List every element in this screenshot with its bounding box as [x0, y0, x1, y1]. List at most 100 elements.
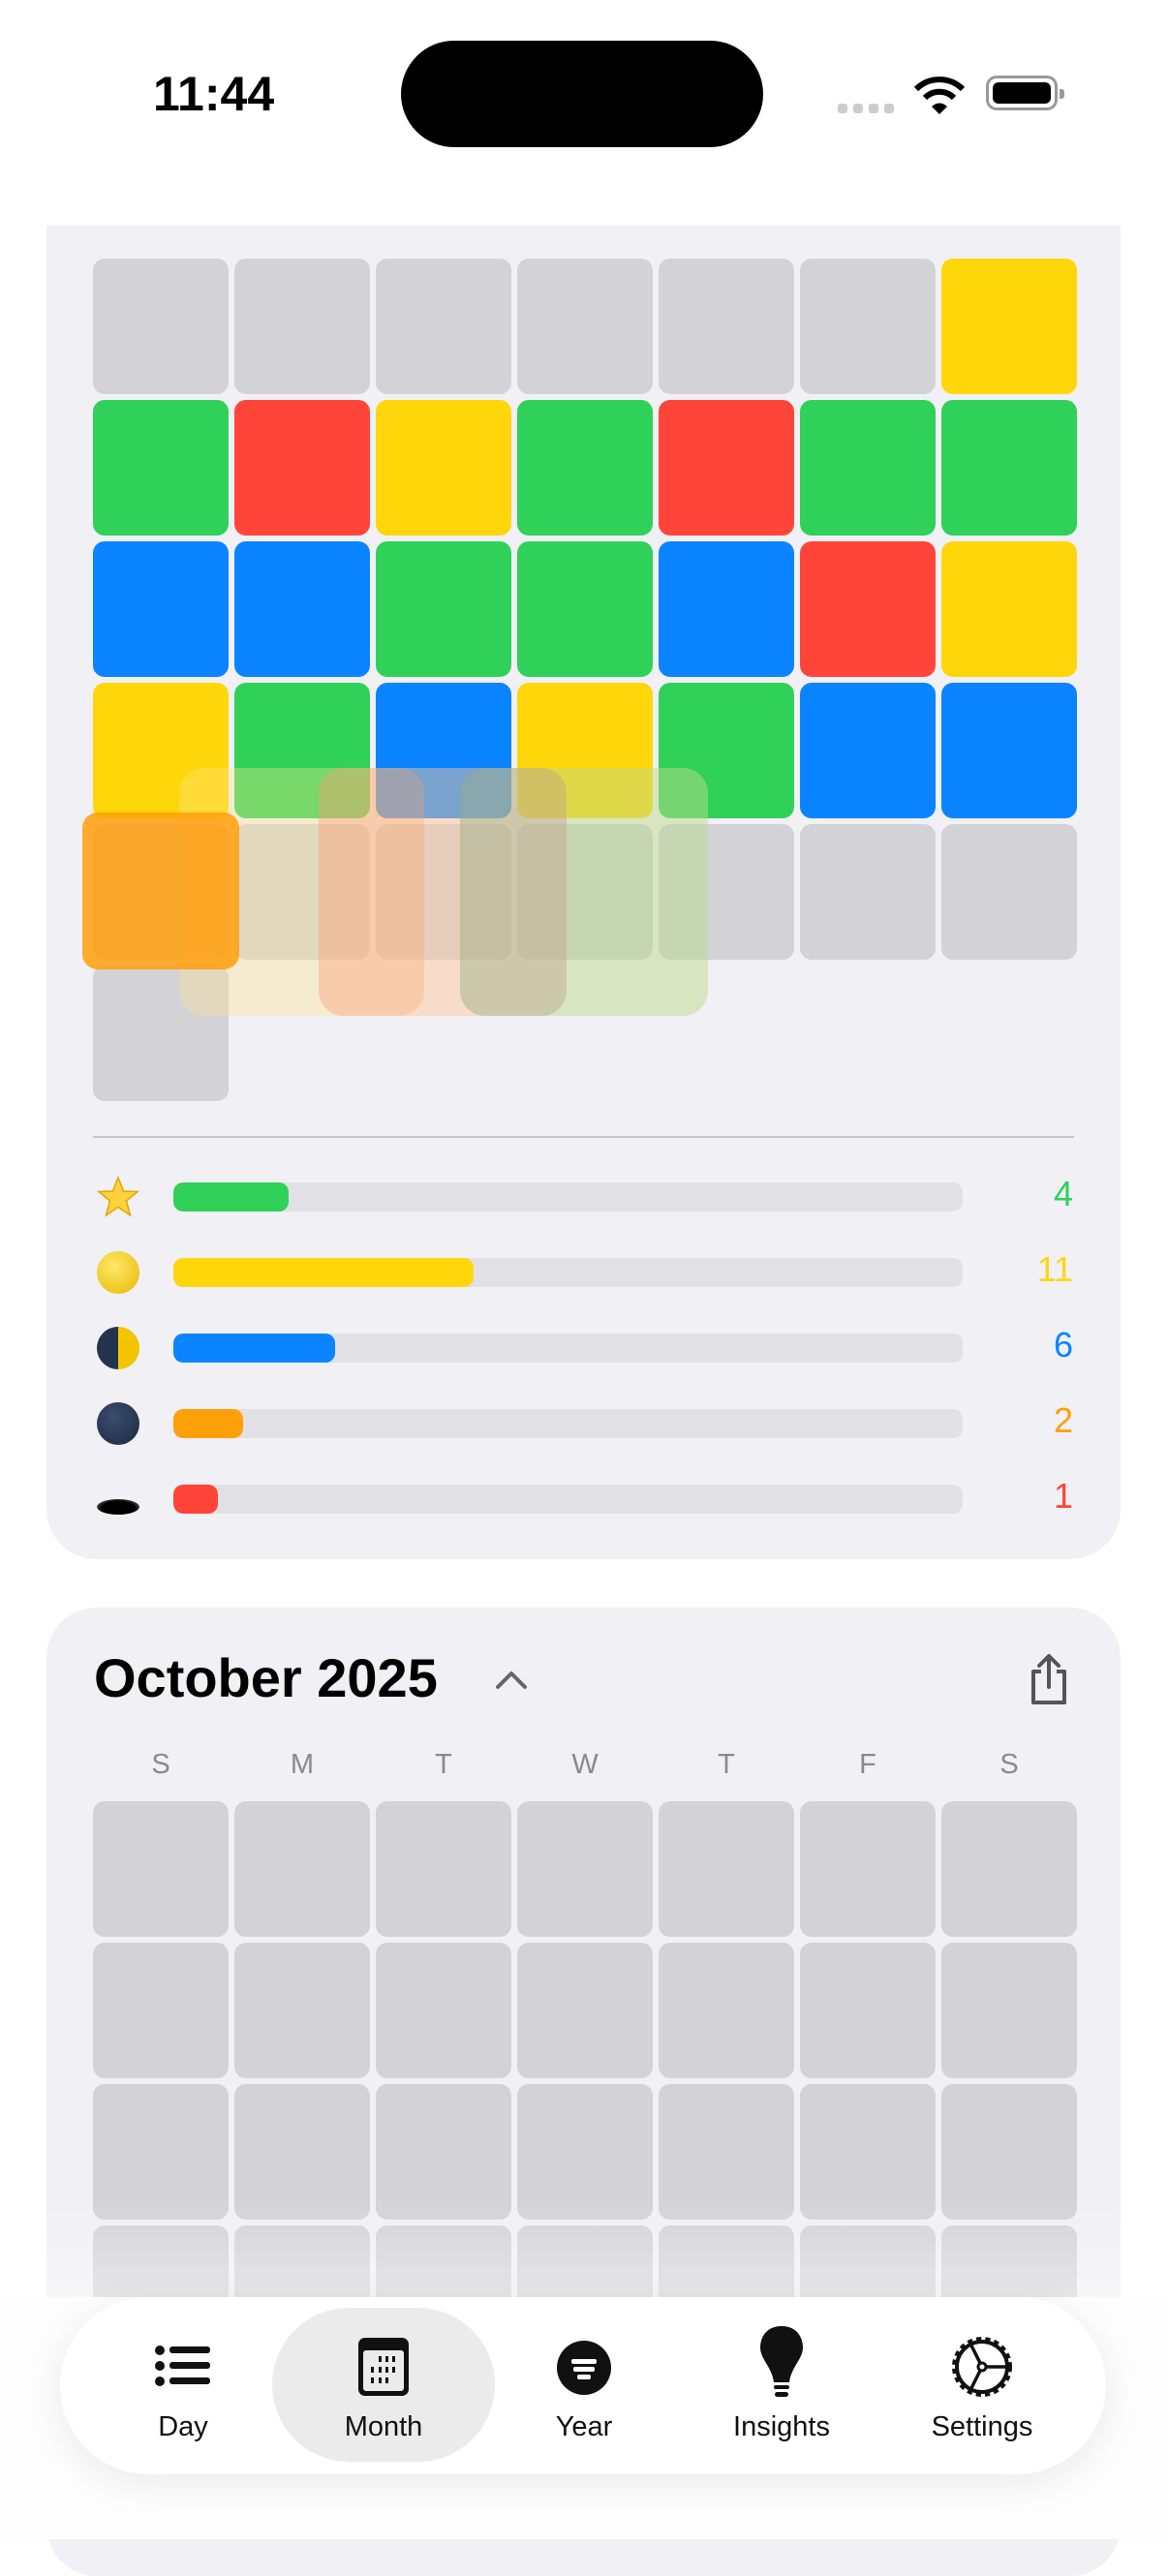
tab-label: Day [158, 2411, 208, 2442]
battery-full-icon [986, 76, 1064, 110]
day-cell[interactable] [800, 2084, 936, 2220]
day-cell[interactable] [376, 2084, 511, 2220]
stat-bar-track [173, 1409, 963, 1438]
day-cell[interactable] [659, 824, 794, 960]
day-cell[interactable] [517, 1943, 653, 2078]
day-cell[interactable] [376, 259, 511, 394]
tab-label: Month [344, 2411, 423, 2442]
day-cell[interactable] [659, 2084, 794, 2220]
day-cell[interactable] [234, 1801, 370, 1937]
day-cell[interactable] [376, 683, 511, 818]
day-cell[interactable] [234, 683, 370, 818]
day-cell[interactable] [941, 1801, 1077, 1937]
day-cell[interactable] [234, 541, 370, 677]
day-cell[interactable] [659, 683, 794, 818]
day-cell[interactable] [941, 2084, 1077, 2220]
day-cell[interactable] [93, 400, 229, 536]
day-cell[interactable] [376, 1801, 511, 1937]
status-bar: 11:44 [0, 0, 1168, 226]
day-cell[interactable] [376, 824, 511, 960]
day-cell[interactable] [659, 400, 794, 536]
day-cell[interactable] [93, 1801, 229, 1937]
stat-count: 1 [1053, 1476, 1073, 1516]
day-cell[interactable] [93, 966, 229, 1101]
star-icon [96, 1175, 140, 1218]
day-cell[interactable] [517, 824, 653, 960]
day-cell[interactable] [234, 259, 370, 394]
day-cell[interactable] [376, 1943, 511, 2078]
day-cell[interactable] [234, 2084, 370, 2220]
day-cell[interactable] [517, 541, 653, 677]
weekday-label: W [571, 1749, 599, 1780]
status-time: 11:44 [153, 67, 275, 121]
day-cell[interactable] [941, 683, 1077, 818]
day-cell[interactable] [517, 683, 653, 818]
day-cell[interactable] [800, 1943, 936, 2078]
day-cell[interactable] [93, 2084, 229, 2220]
day-cell[interactable] [234, 400, 370, 536]
weekday-label: F [859, 1749, 876, 1780]
stat-row: 11 [93, 1243, 1073, 1302]
dragged-tile[interactable] [82, 813, 239, 969]
day-cell[interactable] [941, 400, 1077, 536]
stat-row: 1 [93, 1470, 1073, 1528]
weekday-label: S [151, 1749, 170, 1780]
wifi-icon [913, 76, 966, 119]
new-moon-icon [97, 1402, 139, 1445]
tab-day[interactable]: Day [86, 2297, 280, 2474]
day-cell[interactable] [517, 1801, 653, 1937]
day-cell[interactable] [517, 400, 653, 536]
tab-label: Settings [931, 2411, 1033, 2442]
day-cell[interactable] [941, 541, 1077, 677]
day-cell[interactable] [659, 1943, 794, 2078]
day-cell[interactable] [93, 259, 229, 394]
tab-label: Insights [733, 2411, 830, 2442]
stat-bar-fill [173, 1485, 219, 1514]
day-cell[interactable] [800, 259, 936, 394]
signal-dots-icon [838, 101, 894, 118]
full-moon-icon [97, 1251, 139, 1294]
tab-month[interactable]: Month [287, 2297, 480, 2474]
stat-row: 6 [93, 1319, 1073, 1377]
stat-bar-track [173, 1334, 963, 1363]
day-cell[interactable] [93, 683, 229, 818]
day-cell[interactable] [234, 1943, 370, 2078]
day-cell[interactable] [517, 2084, 653, 2220]
dynamic-island [401, 41, 763, 147]
year-circle-icon [555, 2332, 613, 2400]
gear-icon [947, 2332, 1017, 2400]
day-cell[interactable] [941, 824, 1077, 960]
day-cell[interactable] [659, 541, 794, 677]
weekday-label: S [999, 1749, 1019, 1780]
stat-count: 11 [1036, 1249, 1073, 1289]
day-cell[interactable] [659, 1801, 794, 1937]
day-cell[interactable] [376, 400, 511, 536]
stat-bar-track [173, 1485, 963, 1514]
lightbulb-icon [753, 2326, 811, 2400]
day-cell[interactable] [941, 259, 1077, 394]
stat-row: 4 [93, 1168, 1073, 1226]
day-cell[interactable] [93, 1943, 229, 2078]
day-cell[interactable] [800, 824, 936, 960]
tab-year[interactable]: Year [487, 2297, 681, 2474]
day-cell[interactable] [517, 259, 653, 394]
day-cell[interactable] [800, 400, 936, 536]
share-icon[interactable] [1027, 1652, 1071, 1706]
day-cell[interactable] [93, 541, 229, 677]
day-cell[interactable] [659, 259, 794, 394]
stat-bar-fill [173, 1409, 243, 1438]
day-cell[interactable] [800, 683, 936, 818]
day-cell[interactable] [376, 541, 511, 677]
tab-label: Year [555, 2411, 613, 2442]
stat-bar-fill [173, 1334, 336, 1363]
day-cell[interactable] [234, 824, 370, 960]
stat-bar-track [173, 1182, 963, 1211]
list-icon [154, 2332, 212, 2400]
tab-settings[interactable]: Settings [885, 2297, 1079, 2474]
month-title: October 2025 [94, 1647, 438, 1708]
day-cell[interactable] [800, 541, 936, 677]
day-cell[interactable] [941, 1943, 1077, 2078]
tab-insights[interactable]: Insights [685, 2297, 878, 2474]
chevron-up-icon[interactable] [492, 1662, 531, 1701]
day-cell[interactable] [800, 1801, 936, 1937]
